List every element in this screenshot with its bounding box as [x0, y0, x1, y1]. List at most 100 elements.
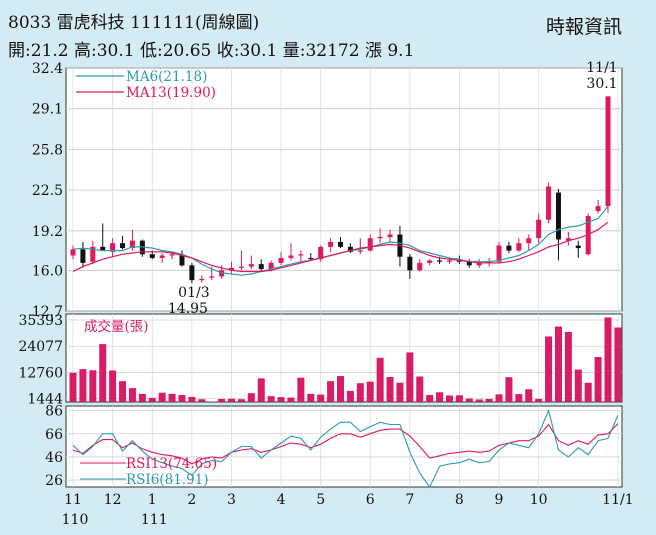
volume-bar — [198, 399, 206, 402]
candle-body — [179, 254, 185, 266]
x-tick-label: 5 — [316, 492, 325, 508]
volume-panel: 成交量(張) — [69, 317, 622, 402]
volume-bar — [445, 395, 453, 402]
x-tick-label: 8 — [455, 492, 464, 508]
volume-bar — [564, 332, 572, 402]
candle-body — [189, 265, 195, 281]
volume-tick-label: 12760 — [18, 365, 63, 381]
volume-bar — [218, 398, 226, 402]
volume-bar — [366, 381, 374, 402]
volume-bar — [128, 388, 136, 402]
volume-bar — [119, 381, 127, 402]
candle-body — [496, 245, 502, 262]
volume-bar — [267, 396, 275, 402]
volume-bar — [228, 398, 236, 402]
volume-bar — [188, 396, 196, 402]
volume-bar — [109, 370, 117, 402]
candle-body — [546, 186, 552, 220]
x-year-label: 111 — [141, 512, 168, 528]
volume-bar — [584, 382, 592, 402]
volume-bar — [178, 395, 186, 402]
volume-bar — [505, 377, 513, 402]
volume-tick-label: 35393 — [18, 313, 63, 329]
price-tick-label: 19.2 — [32, 224, 63, 240]
volume-bar — [99, 344, 107, 402]
candle-body — [347, 246, 353, 252]
candle-body — [427, 260, 433, 263]
candle-body — [605, 96, 611, 207]
candle-body — [159, 255, 165, 258]
volume-bar — [317, 394, 325, 402]
volume-bar — [247, 393, 255, 402]
x-tick-label: 4 — [277, 492, 286, 508]
volume-bar — [297, 377, 305, 402]
volume-bar — [356, 383, 364, 402]
candle-body — [268, 262, 274, 270]
volume-bar — [237, 399, 245, 402]
rsi13-line — [72, 423, 619, 465]
x-tick-label: 7 — [405, 492, 414, 508]
volume-bar — [376, 357, 384, 402]
candle-body — [338, 241, 343, 247]
x-tick-label: 11 — [64, 492, 82, 508]
price-panel: 11/130.1 01/314.95 — [70, 60, 618, 317]
candle-body — [377, 236, 383, 239]
ma6-legend: MA6(21.18) — [126, 69, 207, 85]
x-tick-label: 9 — [495, 492, 504, 508]
price-tick-label: 29.1 — [32, 102, 63, 118]
volume-bar — [406, 352, 414, 402]
price-stats: 開:21.2 高:30.1 低:20.65 收:30.1 量:32172 漲 9… — [8, 41, 415, 61]
candle-body — [90, 246, 96, 262]
candle-body — [209, 276, 215, 278]
candle-body — [80, 249, 86, 263]
x-tick-label: 6 — [366, 492, 375, 508]
volume-bar — [465, 398, 473, 402]
rsi-tick-label: 66 — [45, 427, 63, 443]
price-tick-label: 25.8 — [32, 142, 63, 158]
x-tick-label: 11/1 — [602, 492, 633, 508]
candle-body — [229, 267, 235, 271]
volume-bar — [138, 393, 146, 402]
volume-bar — [277, 397, 285, 402]
candle-body — [238, 266, 244, 268]
candle-body — [169, 254, 175, 256]
volume-bar — [485, 398, 493, 402]
legends: MA6(21.18)MA13(19.90) RSI13(74.65)RSI6(81… — [76, 69, 217, 488]
volume-bar — [436, 392, 444, 402]
volume-bar — [168, 393, 176, 402]
candle-body — [417, 262, 423, 271]
data-source: 時報資訊 — [545, 16, 622, 38]
volume-bar — [148, 397, 156, 402]
volume-bar — [455, 395, 463, 402]
rsi-tick-label: 46 — [45, 450, 63, 466]
candle-body — [367, 238, 373, 251]
volume-bar — [495, 394, 503, 402]
candle-body — [120, 243, 126, 249]
chart-title: 8033 雷虎科技 111111(周線圖) — [8, 13, 260, 33]
candle-body — [456, 260, 462, 262]
volume-bar — [287, 397, 295, 402]
candle-body — [565, 238, 571, 241]
volume-bar — [327, 381, 335, 402]
ma13-line — [72, 221, 609, 273]
candle-body — [555, 192, 561, 240]
volume-bar — [604, 317, 612, 402]
candle-body — [526, 238, 532, 244]
high-value-label: 30.1 — [586, 76, 617, 92]
volume-bar — [535, 398, 543, 402]
x-tick-label: 12 — [104, 492, 122, 508]
volume-bar — [89, 370, 97, 402]
volume-bar — [515, 394, 523, 402]
volume-bar — [416, 376, 424, 402]
rsi6-legend: RSI6(81.91) — [126, 472, 209, 488]
candle-body — [387, 234, 393, 237]
candle-body — [288, 255, 294, 258]
candle-body — [308, 257, 314, 260]
volume-bar — [79, 369, 87, 402]
price-tick-label: 16.0 — [32, 263, 63, 279]
candle-body — [100, 246, 106, 251]
candle-body — [446, 260, 452, 262]
x-tick-label: 3 — [227, 492, 236, 508]
x-tick-label: 1 — [148, 492, 157, 508]
candle-body — [129, 240, 135, 249]
